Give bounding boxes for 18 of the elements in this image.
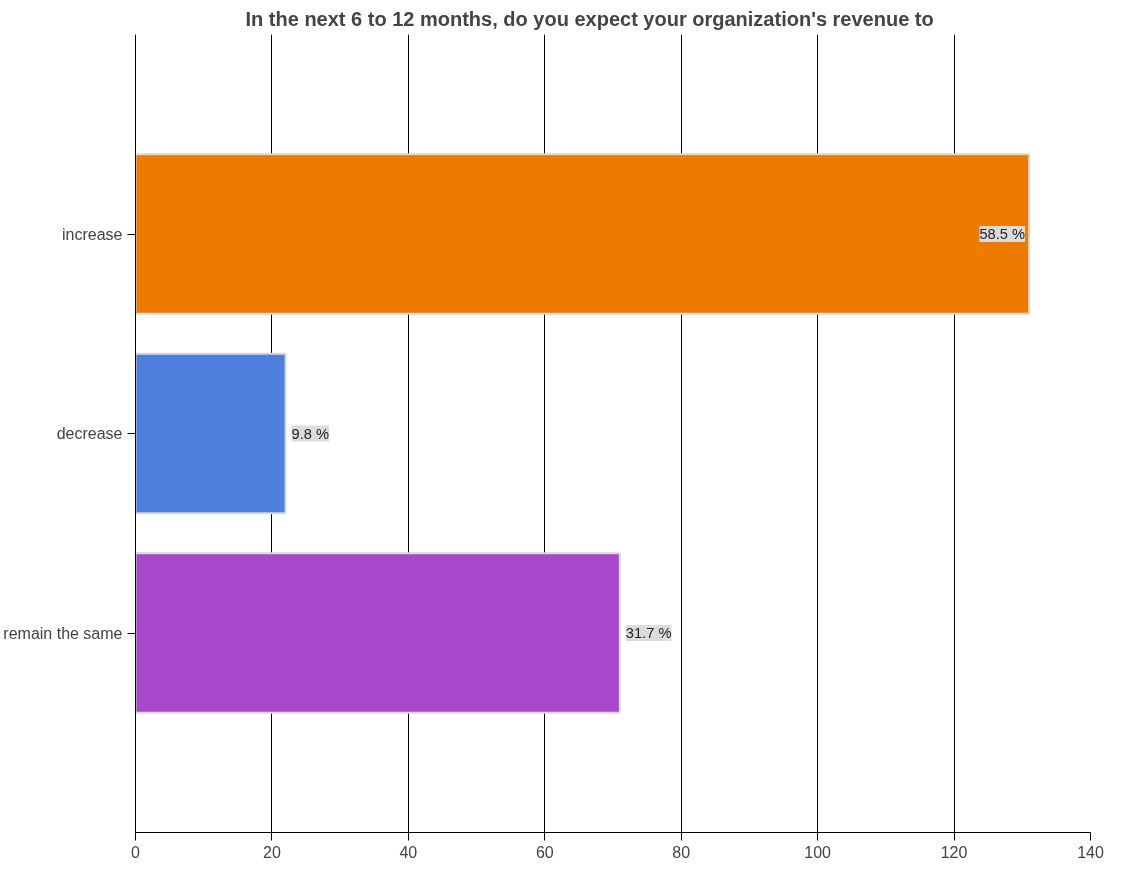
x-tick-label: 100 [804,843,832,861]
y-tick-label: increase [62,225,123,243]
bar [135,552,621,714]
x-tick-label: 80 [672,843,691,861]
annotation: 58.5 % [979,226,1026,242]
bar [135,352,287,515]
chart-title: In the next 6 to 12 months, do you expect your organization's revenue to [245,7,934,30]
x-tick-label: 20 [263,843,281,861]
x-tick-label: 0 [131,843,141,861]
annotation: 9.8 % [291,425,330,442]
x-tick-label: 120 [940,843,968,861]
x-tick-label: 140 [1077,843,1104,861]
bar [135,153,1031,315]
x-tick-label: 40 [399,843,418,861]
y-tick-label: remain the same [3,624,123,642]
annotation: 31.7 % [625,625,672,641]
x-tick-label: 60 [535,843,554,861]
y-tick-label: decrease [56,425,123,442]
